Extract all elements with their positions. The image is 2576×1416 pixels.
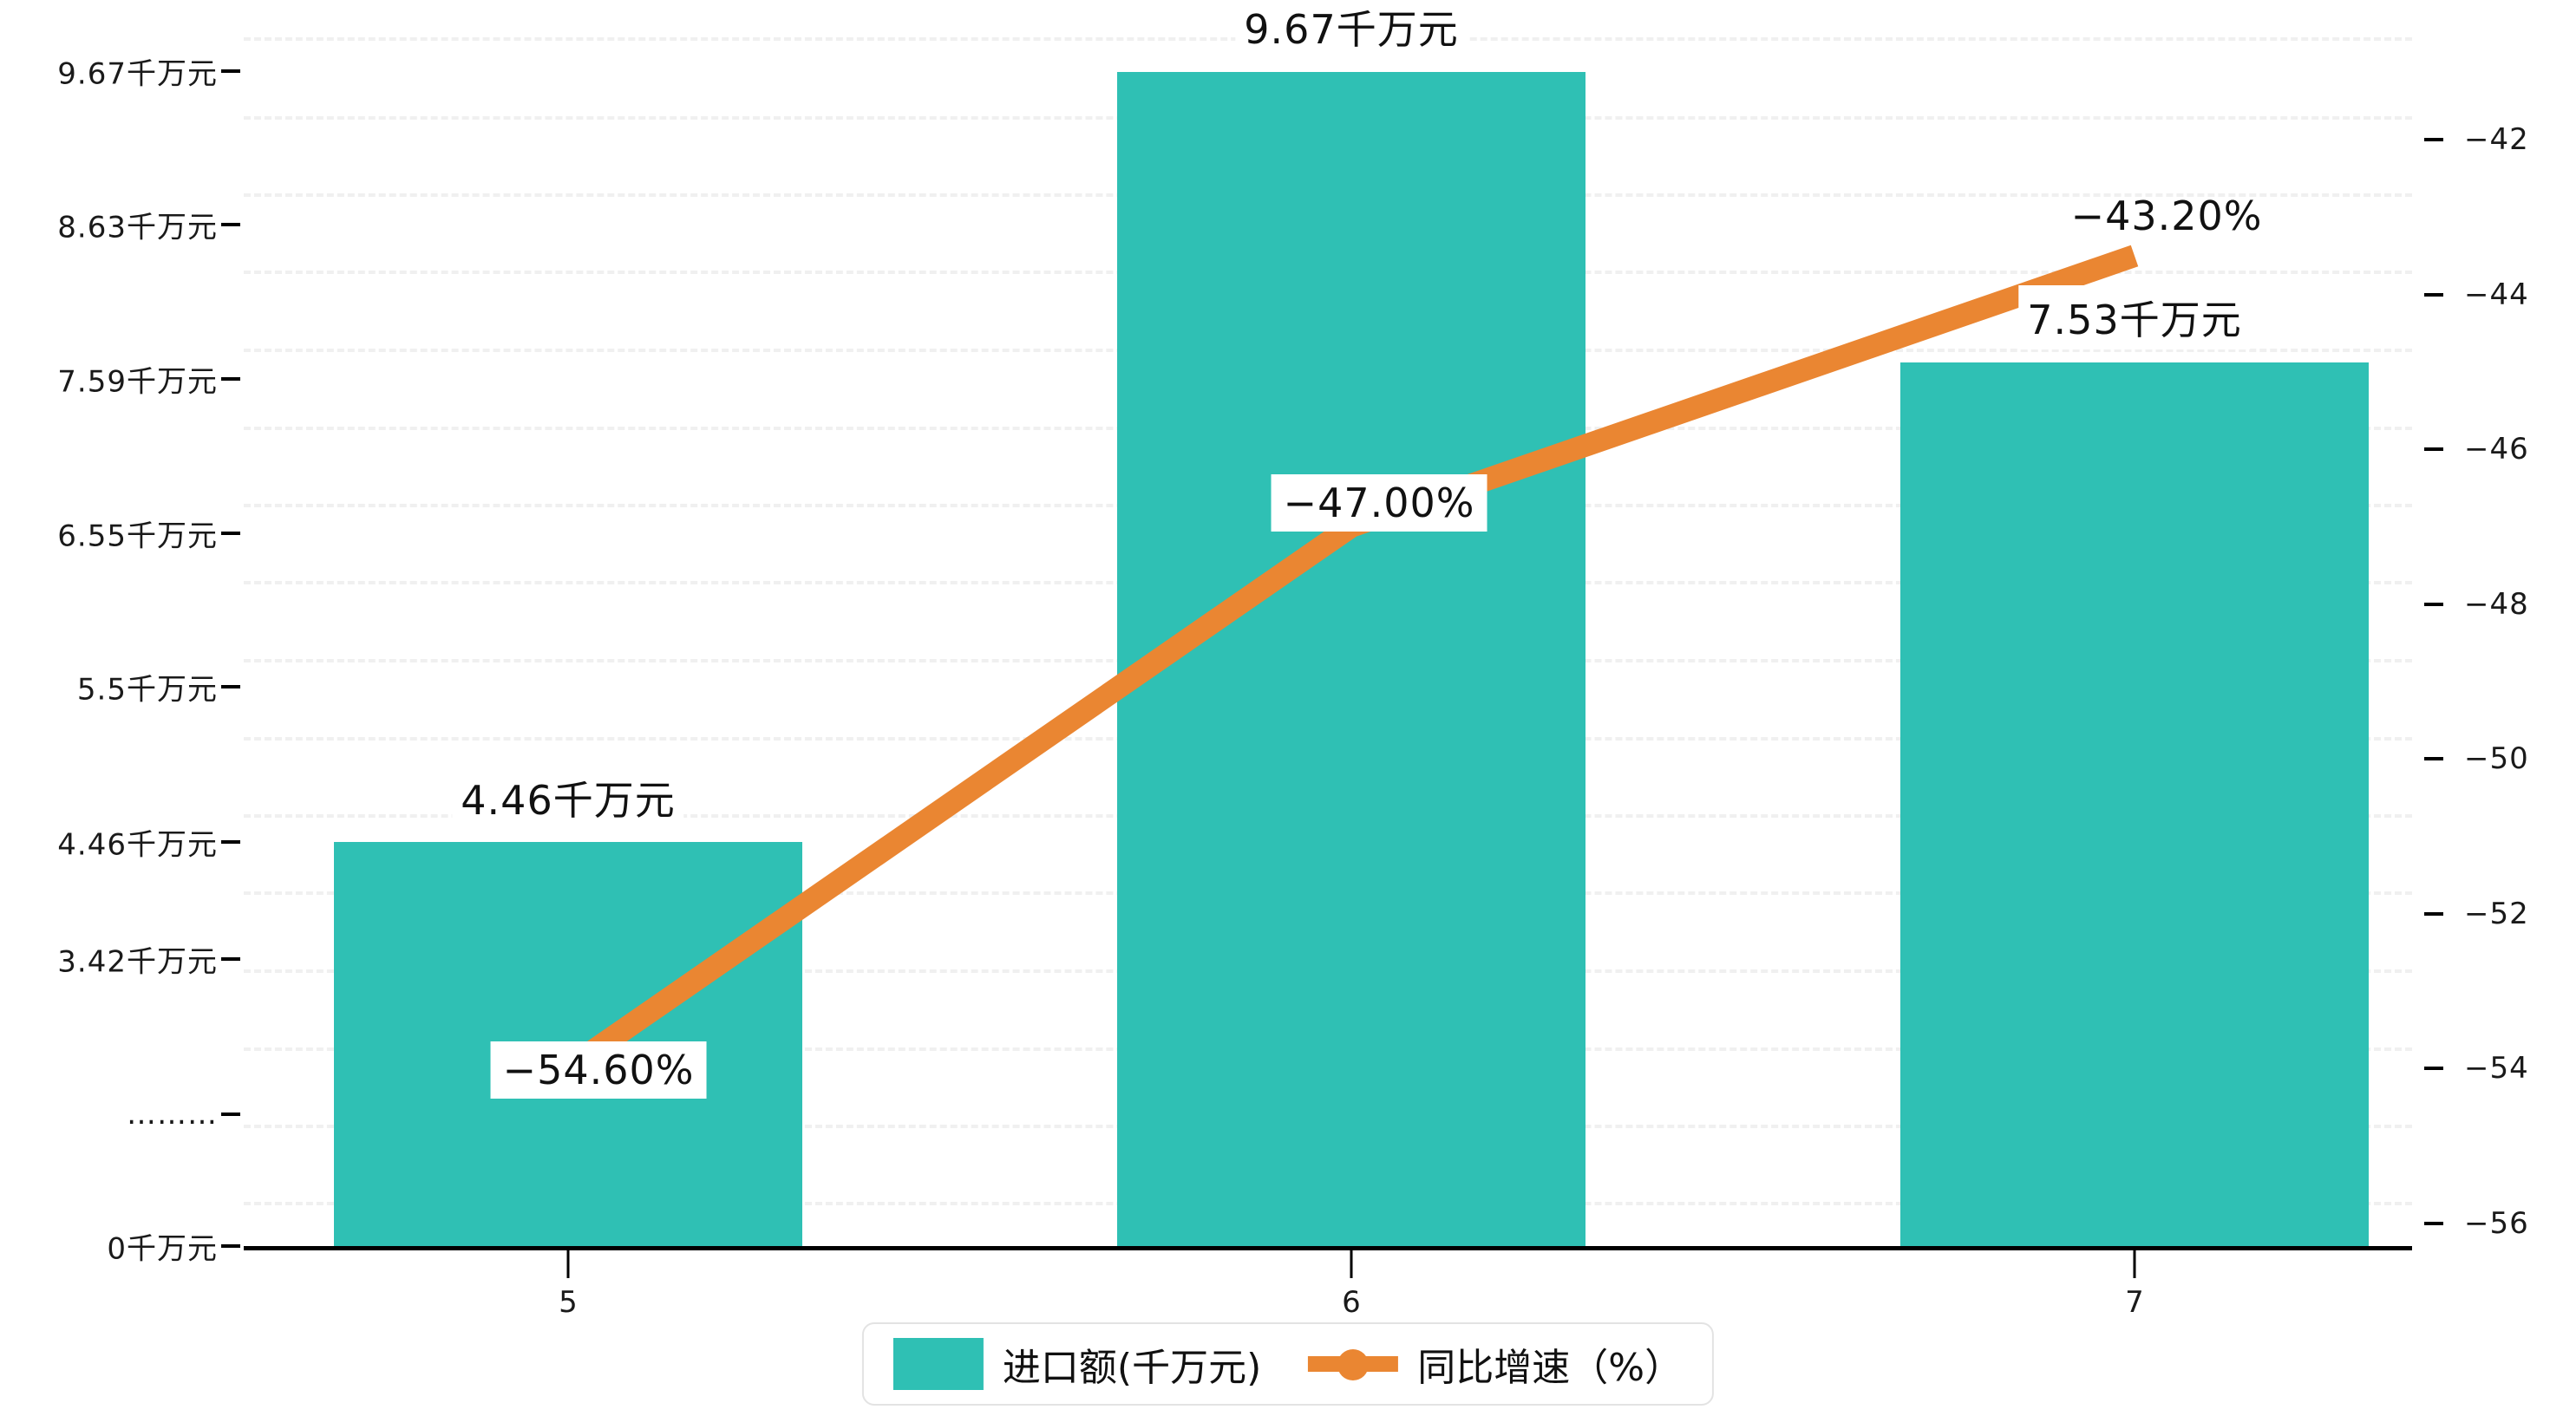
legend-label-growth-rate: 同比增速（%） bbox=[1417, 1346, 1684, 1390]
line-swatch-icon bbox=[1308, 1338, 1399, 1390]
y-axis-right-label-0: −42 bbox=[2464, 122, 2529, 157]
y-tick-right bbox=[2424, 757, 2443, 760]
line-value-label-1: −47.00% bbox=[1271, 474, 1487, 532]
y-axis-right-label-6: −54 bbox=[2464, 1051, 2529, 1086]
y-axis-left-label-2: 3.42千万元 bbox=[57, 944, 218, 980]
y-axis-left-label-6: 7.59千万元 bbox=[57, 364, 218, 400]
y-axis-right-label-4: −50 bbox=[2464, 741, 2529, 776]
y-axis-left-label-1: ……… bbox=[127, 1097, 218, 1132]
x-axis-label-1: 6 bbox=[1342, 1285, 1361, 1320]
y-tick-left bbox=[221, 1244, 240, 1248]
legend-entry-growth-rate[interactable]: 同比增速（%） bbox=[1308, 1336, 1683, 1392]
bar-category-7[interactable] bbox=[1900, 362, 2369, 1246]
x-axis-label-2: 7 bbox=[2125, 1285, 2144, 1320]
y-tick-right bbox=[2424, 447, 2443, 451]
x-axis-label-0: 5 bbox=[559, 1285, 578, 1320]
bar-swatch-icon bbox=[892, 1338, 984, 1390]
y-tick-right bbox=[2424, 1222, 2443, 1225]
y-axis-right-label-3: −48 bbox=[2464, 587, 2529, 622]
y-tick-right bbox=[2424, 138, 2443, 141]
y-tick-left bbox=[221, 69, 240, 73]
y-tick-right bbox=[2424, 1067, 2443, 1070]
y-tick-right bbox=[2424, 293, 2443, 297]
y-tick-left bbox=[221, 223, 240, 226]
y-tick-left bbox=[221, 840, 240, 844]
x-tick bbox=[2133, 1250, 2136, 1278]
y-axis-right-label-5: −52 bbox=[2464, 897, 2529, 931]
y-axis-left-label-3: 4.46千万元 bbox=[57, 827, 218, 863]
y-tick-left bbox=[221, 685, 240, 688]
y-axis-left-label-5: 6.55千万元 bbox=[57, 519, 218, 554]
x-tick bbox=[1350, 1250, 1353, 1278]
legend: 进口额(千万元) 同比增速（%） bbox=[861, 1322, 1715, 1406]
bar-category-6[interactable] bbox=[1117, 72, 1585, 1246]
y-tick-left bbox=[221, 957, 240, 961]
y-tick-left bbox=[221, 377, 240, 381]
y-axis-right-label-1: −44 bbox=[2464, 277, 2529, 312]
y-axis-right-label-7: −56 bbox=[2464, 1206, 2529, 1241]
y-tick-left bbox=[221, 532, 240, 535]
line-value-label-0: −54.60% bbox=[490, 1041, 707, 1099]
y-axis-left-label-7: 8.63千万元 bbox=[57, 210, 218, 245]
legend-label-import-amount: 进口额(千万元) bbox=[1002, 1346, 1262, 1390]
y-tick-right bbox=[2424, 603, 2443, 606]
x-axis-line bbox=[244, 1246, 2412, 1250]
bar-value-label-1: 9.67千万元 bbox=[1235, 0, 1468, 59]
y-axis-right-label-2: −46 bbox=[2464, 432, 2529, 467]
bar-value-label-2: 7.53千万元 bbox=[2018, 285, 2251, 349]
y-tick-right bbox=[2424, 912, 2443, 916]
y-axis-left-label-0: 0千万元 bbox=[107, 1231, 218, 1267]
y-tick-left bbox=[221, 1113, 240, 1116]
bar-value-label-0: 4.46千万元 bbox=[452, 766, 684, 830]
legend-entry-import-amount[interactable]: 进口额(千万元) bbox=[892, 1336, 1262, 1392]
x-tick bbox=[566, 1250, 570, 1278]
line-value-label-2: −43.20% bbox=[2070, 192, 2263, 239]
y-axis-left-label-4: 5.5千万元 bbox=[76, 672, 218, 708]
y-axis-left-label-8: 9.67千万元 bbox=[57, 56, 218, 92]
